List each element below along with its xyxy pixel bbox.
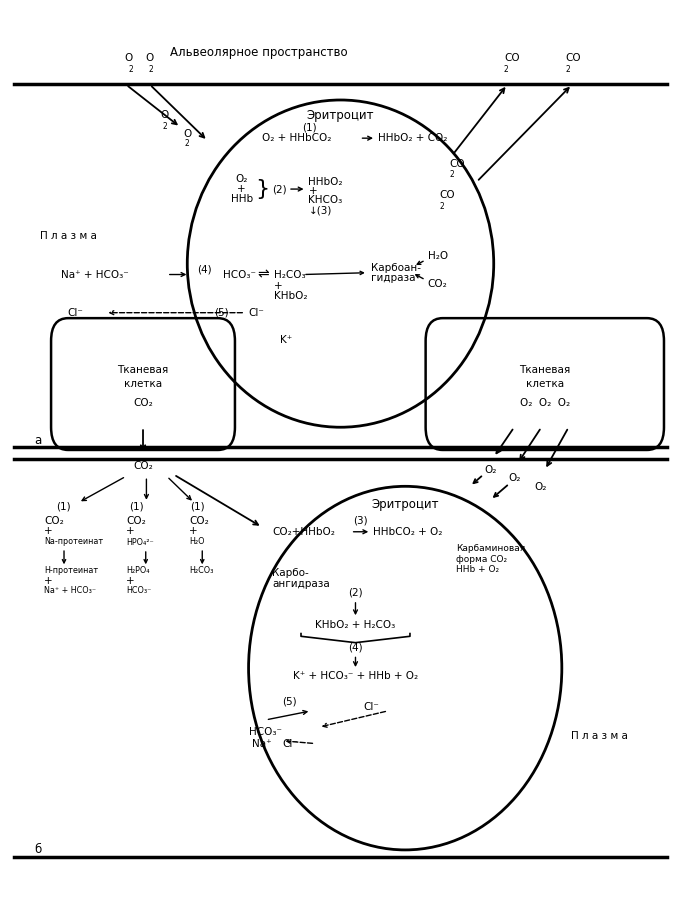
Text: 2: 2 — [439, 202, 444, 211]
Text: O₂: O₂ — [535, 482, 547, 493]
Text: Cl⁻: Cl⁻ — [363, 702, 379, 713]
Text: Cl⁻: Cl⁻ — [67, 307, 83, 318]
Text: HCO₃⁻: HCO₃⁻ — [223, 269, 256, 280]
Text: 2: 2 — [128, 65, 133, 74]
Text: +: + — [274, 281, 283, 292]
Text: (4): (4) — [348, 642, 363, 653]
Text: O: O — [125, 53, 133, 64]
Text: Карбо-: Карбо- — [272, 567, 309, 578]
Text: CO₂: CO₂ — [428, 278, 447, 289]
Text: ↓(3): ↓(3) — [308, 205, 332, 216]
Text: O₂: O₂ — [236, 174, 248, 185]
Text: (1): (1) — [302, 122, 317, 133]
Text: HHb + O₂: HHb + O₂ — [456, 565, 499, 574]
Text: K⁺: K⁺ — [280, 335, 292, 345]
Text: HHbO₂: HHbO₂ — [308, 176, 343, 187]
Text: +: + — [126, 575, 135, 586]
Text: HCO₃⁻: HCO₃⁻ — [249, 726, 282, 737]
Text: ⇌: ⇌ — [257, 267, 269, 282]
Text: O₂: O₂ — [508, 473, 520, 484]
Text: Na-протеинат: Na-протеинат — [44, 537, 104, 546]
Text: (5): (5) — [214, 307, 229, 318]
Text: (3): (3) — [353, 515, 368, 526]
Text: (4): (4) — [197, 265, 212, 275]
Text: гидраза: гидраза — [371, 273, 415, 284]
Text: 2: 2 — [449, 170, 454, 179]
Text: (1): (1) — [56, 501, 71, 512]
Text: Альвеолярное пространство: Альвеолярное пространство — [170, 46, 347, 59]
Text: +: + — [238, 184, 246, 195]
Text: H₂O: H₂O — [189, 537, 205, 546]
Text: Эритроцит: Эритроцит — [371, 498, 439, 511]
Text: HHbCO₂ + O₂: HHbCO₂ + O₂ — [373, 526, 443, 537]
Text: Тканевая: Тканевая — [519, 365, 571, 375]
Text: Na⁺: Na⁺ — [252, 738, 272, 749]
Text: CO₂+HHbO₂: CO₂+HHbO₂ — [272, 526, 335, 537]
Text: HHbO₂ + CO₂: HHbO₂ + CO₂ — [378, 133, 447, 144]
Text: O: O — [161, 110, 169, 121]
Text: O₂ + HHbCO₂: O₂ + HHbCO₂ — [262, 133, 332, 144]
Text: Na⁺ + HCO₃⁻: Na⁺ + HCO₃⁻ — [61, 269, 129, 280]
Text: H₂O: H₂O — [428, 251, 448, 262]
Text: (2): (2) — [348, 587, 363, 598]
Text: O₂: O₂ — [484, 464, 496, 475]
Text: 2: 2 — [565, 65, 570, 74]
Text: Тканевая: Тканевая — [117, 365, 169, 375]
Text: CO: CO — [439, 190, 455, 201]
Text: П л а з м а: П л а з м а — [39, 231, 97, 242]
Text: клетка: клетка — [124, 378, 162, 389]
Text: Эритроцит: Эритроцит — [306, 109, 375, 122]
Text: (2): (2) — [272, 184, 287, 195]
Text: CO₂: CO₂ — [189, 515, 209, 526]
Text: H₂CO₃: H₂CO₃ — [274, 269, 305, 280]
Text: CO₂: CO₂ — [133, 461, 153, 472]
Text: K⁺ + HCO₃⁻ + HHb + O₂: K⁺ + HCO₃⁻ + HHb + O₂ — [293, 671, 418, 682]
Text: O: O — [145, 53, 153, 64]
Text: O: O — [183, 128, 191, 139]
Text: CO: CO — [449, 158, 465, 169]
Text: CO₂: CO₂ — [44, 515, 64, 526]
Text: Карбаминовая: Карбаминовая — [456, 544, 526, 553]
Text: CO: CO — [504, 53, 520, 64]
Text: Карбоан-: Карбоан- — [371, 263, 421, 274]
Text: (1): (1) — [129, 501, 144, 512]
Text: KHCO₃: KHCO₃ — [308, 195, 343, 205]
Text: }: } — [255, 179, 269, 199]
Text: H₂CO₃: H₂CO₃ — [189, 566, 214, 575]
Text: KHbO₂ + H₂CO₃: KHbO₂ + H₂CO₃ — [315, 620, 396, 631]
Text: HHb: HHb — [231, 194, 253, 205]
Text: CO₂: CO₂ — [126, 515, 146, 526]
Text: +: + — [308, 185, 317, 196]
Text: CO: CO — [565, 53, 581, 64]
Text: ангидраза: ангидраза — [272, 578, 330, 589]
Text: б: б — [34, 844, 42, 856]
Text: Н-протеинат: Н-протеинат — [44, 566, 98, 575]
Text: HPO₄²⁻: HPO₄²⁻ — [126, 538, 154, 547]
Text: +: + — [44, 525, 53, 536]
Text: клетка: клетка — [526, 378, 564, 389]
Text: +: + — [44, 575, 53, 586]
Text: а: а — [34, 435, 42, 447]
Text: 2: 2 — [185, 139, 189, 148]
Text: (5): (5) — [282, 696, 297, 707]
Text: (1): (1) — [190, 501, 205, 512]
Text: Cl⁻: Cl⁻ — [283, 738, 298, 749]
Text: форма CO₂: форма CO₂ — [456, 554, 507, 564]
Text: H₂PO₄: H₂PO₄ — [126, 566, 150, 575]
Text: HCO₃⁻: HCO₃⁻ — [126, 586, 151, 595]
Text: KHbO₂: KHbO₂ — [274, 291, 307, 302]
Text: Cl⁻: Cl⁻ — [249, 307, 264, 318]
Text: Na⁺ + HCO₃⁻: Na⁺ + HCO₃⁻ — [44, 586, 97, 595]
Text: 2: 2 — [163, 122, 167, 131]
Text: O₂  O₂  O₂: O₂ O₂ O₂ — [520, 397, 570, 408]
Text: 2: 2 — [148, 65, 153, 74]
Text: +: + — [189, 525, 198, 536]
Text: +: + — [126, 525, 135, 536]
Text: CO₂: CO₂ — [133, 397, 153, 408]
Text: 2: 2 — [504, 65, 509, 74]
Text: П л а з м а: П л а з м а — [571, 731, 628, 742]
